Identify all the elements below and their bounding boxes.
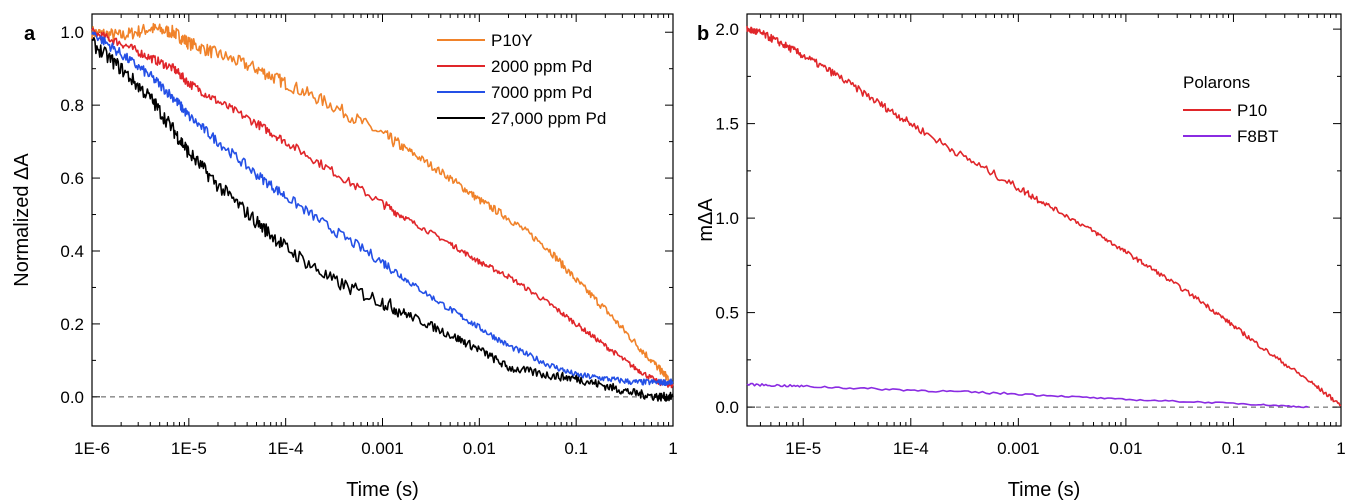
y-axis-title: Normalized ΔA xyxy=(11,153,33,287)
x-tick-label: 0.001 xyxy=(997,439,1040,458)
series-line-2 xyxy=(746,382,1309,409)
y-tick-label: 1.0 xyxy=(60,23,84,42)
y-tick-label: 0.6 xyxy=(60,169,84,188)
legend-label: 7000 ppm Pd xyxy=(491,83,592,102)
y-tick-label: 0.0 xyxy=(715,398,739,417)
x-tick-label: 1E-5 xyxy=(171,439,207,458)
y-tick-label: 0.4 xyxy=(60,242,84,261)
y-tick-label: 1.0 xyxy=(715,209,739,228)
series-line-2 xyxy=(91,27,674,389)
x-tick-label: 0.1 xyxy=(564,439,588,458)
legend-label: P10Y xyxy=(491,31,533,50)
chart-panel-b: 1E-5 1E-4 0.001 0.01 0.1 1 0.0 0.5 1.0 1.5 2.0 Time… xyxy=(695,13,1346,501)
y-tick-label: 0.0 xyxy=(60,388,84,407)
x-tick-label: 1E-6 xyxy=(74,439,110,458)
series-line-4 xyxy=(91,36,674,402)
y-tick-label: 2.0 xyxy=(715,20,739,39)
series-line-3 xyxy=(91,31,674,387)
legend-label: 2000 ppm Pd xyxy=(491,57,592,76)
x-tick-label: 0.01 xyxy=(463,439,496,458)
x-tick-label: 0.001 xyxy=(361,439,404,458)
legend-label: P10 xyxy=(1237,101,1267,120)
x-tick-label: 1E-4 xyxy=(893,439,929,458)
x-axis-title: Time (s) xyxy=(1008,479,1081,501)
plot-frame xyxy=(746,13,1342,427)
y-tick-label: 0.8 xyxy=(60,96,84,115)
y-tick-label: 0.5 xyxy=(715,304,739,323)
x-tick-label: 0.01 xyxy=(1109,439,1142,458)
x-tick-label: 1 xyxy=(1336,439,1345,458)
chart-panel-a: 1E-6 1E-5 1E-4 0.001 0.01 0.1 1 0.0 0.2 0.4 0.6 0.8… xyxy=(11,13,678,501)
y-tick-label: 1.5 xyxy=(715,115,739,134)
panel-label: a xyxy=(24,23,36,45)
legend-title: Polarons xyxy=(1183,73,1250,92)
series-line-1 xyxy=(91,22,670,383)
x-tick-label: 1E-4 xyxy=(268,439,304,458)
x-tick-label: 1E-5 xyxy=(785,439,821,458)
x-tick-label: 1 xyxy=(668,439,677,458)
series-line-1 xyxy=(746,25,1342,407)
x-axis-title: Time (s) xyxy=(346,479,419,501)
legend-label: 27,000 ppm Pd xyxy=(491,109,606,128)
y-axis-title: mΔA xyxy=(695,198,717,242)
legend-label: F8BT xyxy=(1237,127,1279,146)
panel-label: b xyxy=(697,23,709,45)
y-tick-label: 0.2 xyxy=(60,315,84,334)
x-tick-label: 0.1 xyxy=(1222,439,1246,458)
